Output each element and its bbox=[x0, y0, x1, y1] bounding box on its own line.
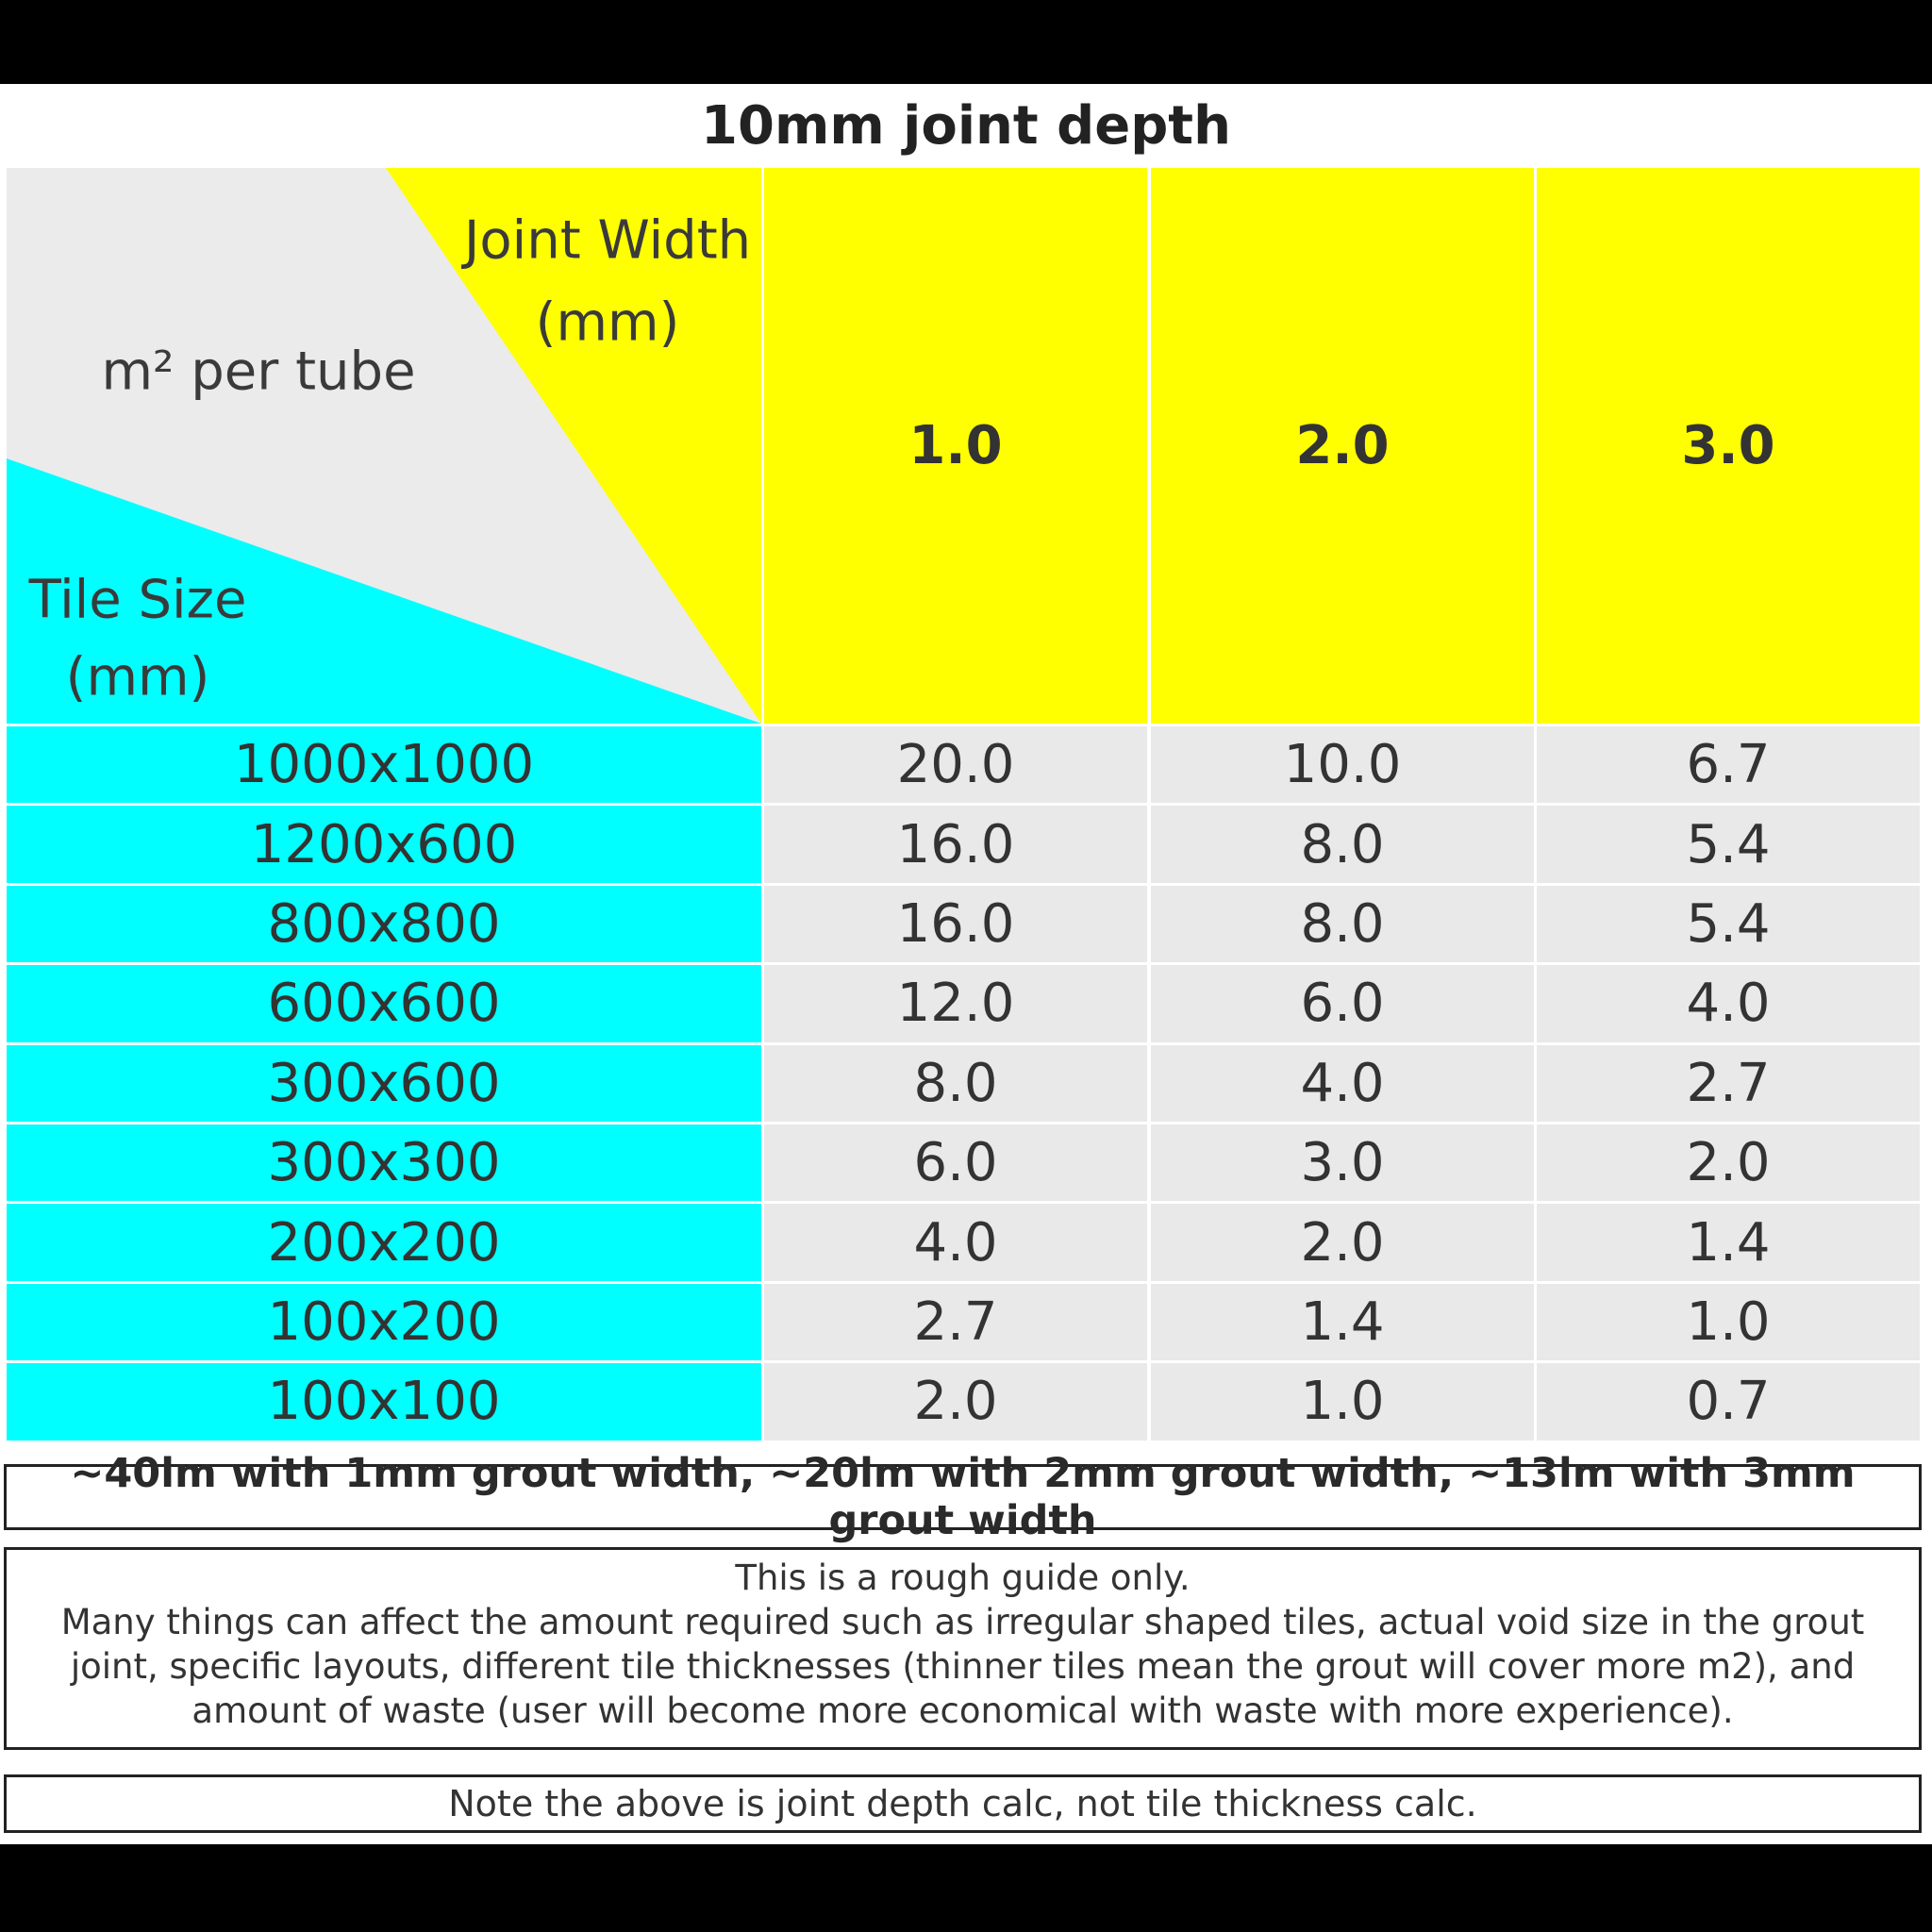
cell: 5.4 bbox=[1537, 885, 1920, 963]
row-label: 100x200 bbox=[7, 1283, 761, 1361]
row-label: 1000x1000 bbox=[7, 726, 761, 804]
cell: 2.0 bbox=[1151, 1204, 1534, 1281]
row-label: 800x800 bbox=[7, 885, 761, 963]
row-label: 100x100 bbox=[7, 1363, 761, 1441]
cell: 0.7 bbox=[1537, 1363, 1920, 1441]
corner-top-line: Joint Width bbox=[463, 209, 752, 272]
cell: 3.0 bbox=[1151, 1124, 1534, 1202]
footer-note: Note the above is joint depth calc, not … bbox=[4, 1774, 1922, 1833]
cell: 16.0 bbox=[764, 885, 1147, 963]
disclaimer: This is a rough guide only. Many things c… bbox=[4, 1547, 1922, 1750]
cell: 1.4 bbox=[1151, 1283, 1534, 1361]
column-header: 2.0 bbox=[1151, 168, 1534, 724]
cell: 8.0 bbox=[1151, 806, 1534, 883]
cell: 2.0 bbox=[1537, 1124, 1920, 1202]
disclaimer-line: Many things can affect the amount requir… bbox=[60, 1602, 1865, 1642]
cell: 1.0 bbox=[1537, 1283, 1920, 1361]
row-label: 1200x600 bbox=[7, 806, 761, 883]
cell: 12.0 bbox=[764, 965, 1147, 1042]
cell: 10.0 bbox=[1151, 726, 1534, 804]
cell: 6.0 bbox=[1151, 965, 1534, 1042]
cell: 6.7 bbox=[1537, 726, 1920, 804]
row-label: 300x600 bbox=[7, 1044, 761, 1122]
title: 10mm joint depth bbox=[701, 94, 1231, 157]
row-label: 600x600 bbox=[7, 965, 761, 1042]
corner-bottom-line: (mm) bbox=[65, 646, 210, 708]
cell: 8.0 bbox=[764, 1044, 1147, 1122]
cell: 16.0 bbox=[764, 806, 1147, 883]
disclaimer-line: This is a rough guide only. bbox=[735, 1557, 1191, 1598]
cell: 5.4 bbox=[1537, 806, 1920, 883]
column-header: 3.0 bbox=[1537, 168, 1920, 724]
coverage-note: ~40lm with 1mm grout width, ~20lm with 2… bbox=[4, 1450, 1922, 1544]
disclaimer-line: amount of waste (user will become more e… bbox=[192, 1690, 1734, 1731]
corner-top-line: (mm) bbox=[535, 291, 680, 354]
cell: 1.4 bbox=[1537, 1204, 1920, 1281]
cell: 2.0 bbox=[764, 1363, 1147, 1441]
disclaimer-line: joint, specific layouts, different tile … bbox=[70, 1646, 1856, 1687]
cell: 4.0 bbox=[1151, 1044, 1534, 1122]
row-label: 300x300 bbox=[7, 1124, 761, 1202]
corner-header bbox=[7, 168, 761, 724]
row-label: 200x200 bbox=[7, 1204, 761, 1281]
corner-cyan bbox=[7, 458, 761, 724]
column-header: 1.0 bbox=[764, 168, 1147, 724]
cell: 4.0 bbox=[764, 1204, 1147, 1281]
corner-bottom-line: Tile Size bbox=[28, 569, 247, 631]
cell: 6.0 bbox=[764, 1124, 1147, 1202]
corner-middle: m² per tube bbox=[101, 341, 416, 403]
cell: 1.0 bbox=[1151, 1363, 1534, 1441]
cell: 8.0 bbox=[1151, 885, 1534, 963]
corner-yellow bbox=[386, 168, 761, 724]
cell: 2.7 bbox=[1537, 1044, 1920, 1122]
cell: 20.0 bbox=[764, 726, 1147, 804]
cell: 2.7 bbox=[764, 1283, 1147, 1361]
cell: 4.0 bbox=[1537, 965, 1920, 1042]
